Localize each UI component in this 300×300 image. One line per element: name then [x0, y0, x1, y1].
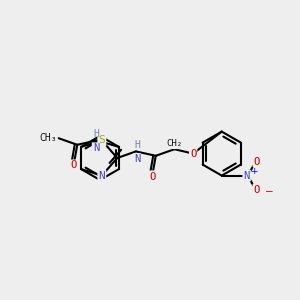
Text: N: N — [93, 143, 99, 153]
Text: N: N — [134, 154, 140, 164]
Text: O: O — [190, 148, 196, 159]
Text: H: H — [93, 129, 99, 140]
Text: N: N — [244, 171, 250, 181]
Text: O: O — [254, 157, 260, 166]
Text: H: H — [134, 140, 140, 150]
Text: O: O — [149, 172, 156, 182]
Text: S: S — [98, 135, 105, 146]
Text: −: − — [265, 187, 274, 197]
Text: O: O — [71, 160, 77, 170]
Text: CH₂: CH₂ — [167, 139, 182, 148]
Text: CH₃: CH₃ — [39, 133, 57, 143]
Text: N: N — [98, 171, 105, 181]
Text: O: O — [254, 185, 260, 195]
Text: +: + — [250, 167, 258, 176]
